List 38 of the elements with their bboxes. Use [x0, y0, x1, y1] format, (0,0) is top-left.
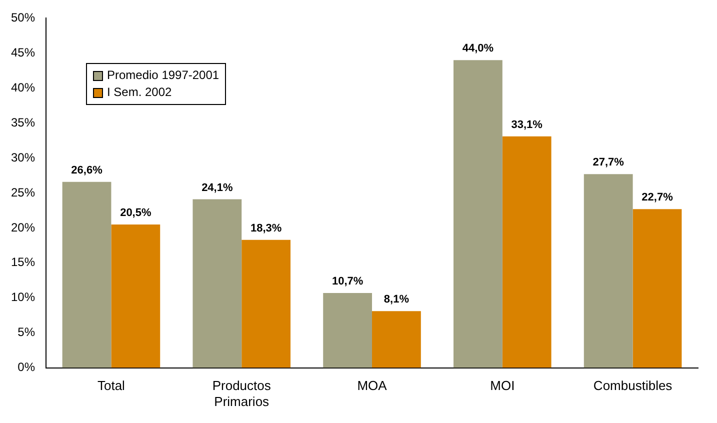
x-tick-label: MOI — [490, 378, 515, 394]
bar — [242, 240, 291, 368]
data-label: 24,1% — [202, 182, 233, 194]
y-tick-label: 10% — [10, 290, 36, 304]
legend-label: Promedio 1997-2001 — [107, 67, 220, 84]
x-tick-label: Productos Primarios — [212, 378, 272, 409]
data-label: 20,5% — [120, 206, 152, 219]
x-tick-label: Total — [97, 378, 126, 394]
y-tick-label: 45% — [10, 45, 36, 60]
bar — [372, 311, 421, 368]
bar — [584, 174, 633, 368]
data-label: 44,0% — [462, 42, 494, 55]
bar — [323, 292, 372, 368]
bar — [192, 199, 242, 368]
y-tick-label: 20% — [10, 220, 36, 234]
data-label: 8,1% — [384, 294, 410, 306]
y-tick-label: 40% — [10, 80, 36, 94]
y-tick-label: 0% — [18, 360, 36, 374]
y-tick-label: 35% — [10, 115, 36, 130]
bar — [632, 209, 682, 368]
x-tick-label: MOA — [357, 378, 388, 394]
data-label: 18,3% — [250, 222, 282, 234]
bar — [502, 136, 552, 368]
y-tick-label: 25% — [10, 185, 36, 200]
y-tick-label: 50% — [10, 10, 36, 25]
x-tick-label: Combustibles — [593, 378, 673, 394]
bar — [62, 182, 112, 368]
y-tick-label: 15% — [10, 255, 36, 270]
y-tick-label: 5% — [18, 325, 36, 340]
data-label: 27,7% — [592, 156, 624, 169]
y-tick-label: 30% — [10, 150, 36, 164]
legend-label: I Sem. 2002 — [107, 84, 172, 101]
data-label: 10,7% — [332, 276, 364, 288]
data-label: 26,6% — [71, 164, 103, 176]
bar — [111, 224, 160, 368]
data-label: 33,1% — [511, 118, 543, 131]
bar — [454, 60, 502, 368]
data-label: 22,7% — [642, 192, 674, 204]
